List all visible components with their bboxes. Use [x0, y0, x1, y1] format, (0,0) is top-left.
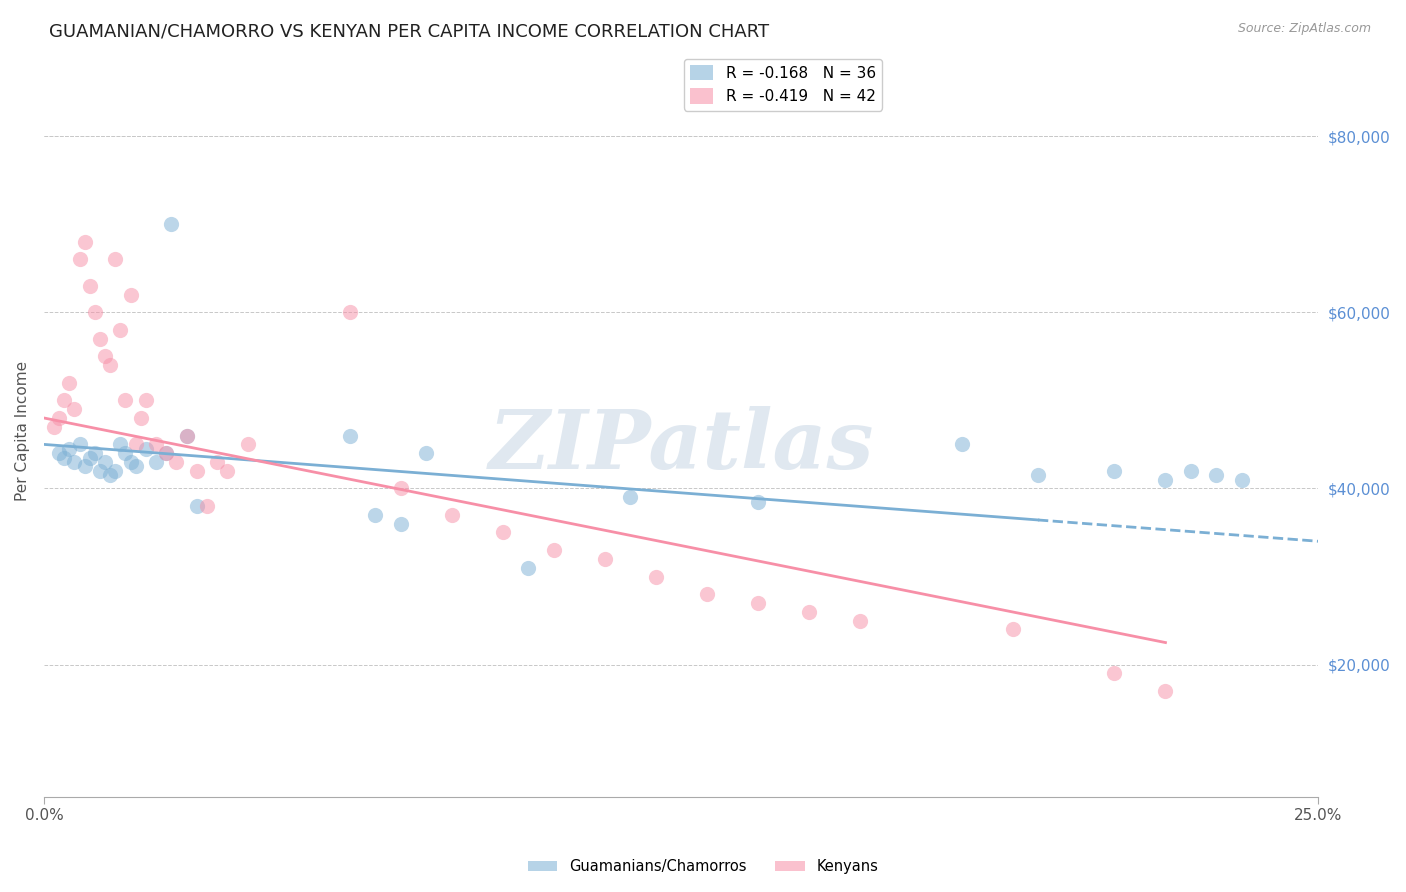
Point: [593, 552, 616, 566]
Point: [176, 428, 198, 442]
Point: [104, 252, 127, 267]
Point: [696, 587, 718, 601]
Point: [1001, 623, 1024, 637]
Point: [89, 332, 111, 346]
Point: [186, 464, 208, 478]
Point: [69, 437, 91, 451]
Point: [94, 455, 117, 469]
Point: [79, 450, 101, 465]
Point: [48, 411, 70, 425]
Point: [69, 252, 91, 267]
Point: [53, 450, 76, 465]
Point: [155, 446, 177, 460]
Point: [205, 455, 228, 469]
Point: [1154, 684, 1177, 698]
Point: [848, 614, 870, 628]
Point: [42, 419, 65, 434]
Point: [73, 235, 96, 249]
Point: [176, 428, 198, 442]
Point: [73, 459, 96, 474]
Point: [165, 455, 187, 469]
Point: [160, 217, 183, 231]
Text: GUAMANIAN/CHAMORRO VS KENYAN PER CAPITA INCOME CORRELATION CHART: GUAMANIAN/CHAMORRO VS KENYAN PER CAPITA …: [49, 22, 769, 40]
Point: [58, 442, 80, 456]
Point: [1180, 464, 1202, 478]
Point: [747, 494, 769, 508]
Point: [110, 437, 132, 451]
Point: [145, 437, 167, 451]
Y-axis label: Per Capita Income: Per Capita Income: [15, 361, 30, 501]
Point: [135, 393, 157, 408]
Point: [1230, 473, 1253, 487]
Point: [195, 499, 218, 513]
Point: [120, 287, 142, 301]
Point: [98, 358, 121, 372]
Point: [98, 468, 121, 483]
Point: [89, 464, 111, 478]
Point: [1104, 666, 1126, 681]
Point: [83, 446, 105, 460]
Point: [63, 402, 86, 417]
Point: [950, 437, 973, 451]
Point: [797, 605, 820, 619]
Point: [492, 525, 515, 540]
Point: [63, 455, 86, 469]
Point: [114, 393, 136, 408]
Point: [440, 508, 463, 522]
Point: [114, 446, 136, 460]
Point: [94, 349, 117, 363]
Point: [644, 569, 666, 583]
Point: [48, 446, 70, 460]
Point: [236, 437, 259, 451]
Point: [145, 455, 167, 469]
Point: [1154, 473, 1177, 487]
Point: [129, 411, 152, 425]
Point: [58, 376, 80, 390]
Point: [135, 442, 157, 456]
Point: [155, 446, 177, 460]
Point: [124, 437, 146, 451]
Point: [619, 490, 641, 504]
Point: [415, 446, 437, 460]
Legend: Guamanians/Chamorros, Kenyans: Guamanians/Chamorros, Kenyans: [522, 854, 884, 880]
Point: [747, 596, 769, 610]
Text: ZIPatlas: ZIPatlas: [488, 406, 875, 486]
Point: [339, 428, 361, 442]
Point: [79, 278, 101, 293]
Point: [104, 464, 127, 478]
Point: [110, 323, 132, 337]
Point: [83, 305, 105, 319]
Point: [124, 459, 146, 474]
Text: Source: ZipAtlas.com: Source: ZipAtlas.com: [1237, 22, 1371, 36]
Point: [217, 464, 239, 478]
Point: [339, 305, 361, 319]
Point: [186, 499, 208, 513]
Point: [543, 543, 565, 558]
Point: [1026, 468, 1049, 483]
Point: [1104, 464, 1126, 478]
Point: [120, 455, 142, 469]
Point: [1205, 468, 1227, 483]
Point: [389, 482, 412, 496]
Legend: R = -0.168   N = 36, R = -0.419   N = 42: R = -0.168 N = 36, R = -0.419 N = 42: [685, 59, 882, 111]
Point: [364, 508, 387, 522]
Point: [517, 560, 540, 574]
Point: [53, 393, 76, 408]
Point: [389, 516, 412, 531]
